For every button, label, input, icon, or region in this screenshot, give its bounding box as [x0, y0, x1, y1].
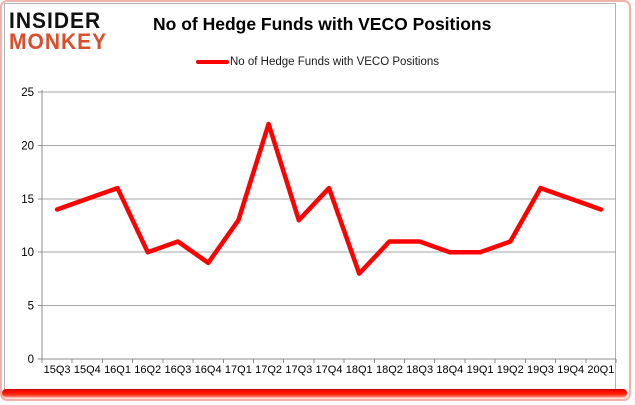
y-tick-label: 25 [21, 87, 34, 99]
chart-legend: No of Hedge Funds with VECO Positions [196, 56, 439, 68]
x-tick-label: 16Q1 [104, 364, 131, 376]
legend-label: No of Hedge Funds with VECO Positions [230, 56, 440, 68]
logo-word-insider: INSIDER [9, 8, 102, 34]
x-tick-label: 18Q4 [436, 364, 463, 376]
insider-monkey-logo: INSIDER MONKEY [9, 8, 108, 54]
x-tick-label: 16Q4 [195, 364, 222, 376]
x-tick-label: 18Q1 [346, 364, 373, 376]
x-tick-label: 18Q3 [406, 364, 433, 376]
x-tick-label: 17Q4 [316, 364, 343, 376]
data-line-series [54, 121, 604, 276]
x-tick-label: 16Q2 [134, 364, 161, 376]
chart-title: No of Hedge Funds with VECO Positions [153, 14, 492, 34]
y-tick-label: 10 [21, 247, 34, 259]
logo-word-monkey: MONKEY [9, 29, 108, 54]
y-tick-label: 0 [28, 354, 34, 366]
y-tick-label: 15 [21, 194, 34, 206]
chart-container: INSIDER MONKEY No of Hedge Funds with VE… [4, 3, 617, 390]
y-tick-label: 5 [28, 301, 34, 313]
x-tick-label: 20Q1 [587, 364, 614, 376]
x-tick-label: 19Q2 [497, 364, 524, 376]
x-tick-label: 16Q3 [164, 364, 191, 376]
x-tick-label: 19Q1 [467, 364, 494, 376]
x-tick-label: 17Q1 [225, 364, 252, 376]
x-tick-label: 19Q4 [557, 364, 584, 376]
x-tick-label: 15Q3 [44, 364, 71, 376]
legend-line-swatch [196, 60, 229, 64]
x-tick-label: 17Q3 [285, 364, 312, 376]
y-tick-label: 20 [21, 140, 34, 152]
x-tick-label: 19Q3 [527, 364, 554, 376]
x-tick-label: 15Q4 [74, 364, 101, 376]
x-tick-label: 18Q2 [376, 364, 403, 376]
x-tick-label: 17Q2 [255, 364, 282, 376]
bottom-red-bar [2, 389, 627, 397]
